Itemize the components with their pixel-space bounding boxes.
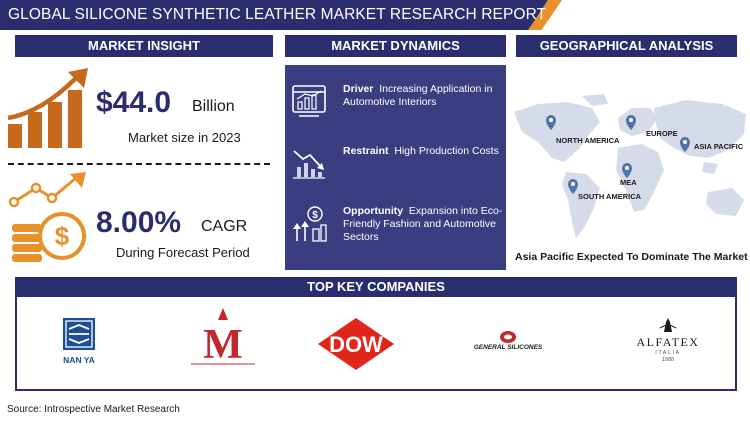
geo-caption: Asia Pacific Expected To Dominate The Ma… bbox=[515, 251, 748, 263]
world-map-pin-icon: NORTH AMERICA EUROPE ASIA PACIFIC MEA SO… bbox=[508, 92, 750, 244]
insight-divider bbox=[8, 163, 270, 165]
cagr-unit: CAGR bbox=[201, 218, 248, 235]
region-south-america: SOUTH AMERICA bbox=[578, 192, 642, 201]
top-companies-header: TOP KEY COMPANIES bbox=[15, 277, 737, 297]
market-size-value: $44.0 bbox=[96, 86, 172, 119]
logo-alfatex: ALFATEX ITALIA 1988 bbox=[628, 316, 708, 376]
market-dynamics-header: MARKET DYNAMICS bbox=[285, 35, 506, 57]
market-size-unit: Billion bbox=[192, 98, 235, 115]
opportunity-text: Expansion into Eco-Friendly Fashion and … bbox=[343, 205, 503, 243]
logo-alfatex-text: ALFATEX bbox=[636, 335, 700, 349]
logo-nan-ya: NAN YA bbox=[57, 316, 101, 374]
page-title: GLOBAL SILICONE SYNTHETIC LEATHER MARKET… bbox=[8, 6, 547, 23]
restraint-text: High Production Costs bbox=[394, 145, 499, 157]
logo-m: M bbox=[185, 306, 261, 368]
svg-text:$: $ bbox=[55, 221, 70, 251]
restraint-label: Restraint bbox=[343, 145, 389, 157]
source-note: Source: Introspective Market Research bbox=[7, 404, 180, 415]
logo-alfatex-year: 1988 bbox=[661, 357, 675, 363]
opportunity-label: Opportunity bbox=[343, 205, 404, 217]
cagr-value: 8.00% bbox=[96, 206, 182, 239]
logo-m-letter: M bbox=[203, 322, 243, 368]
logo-dow-text: DOW bbox=[329, 332, 383, 357]
logo-alfatex-sub: ITALIA bbox=[655, 350, 681, 356]
title-bar-background bbox=[0, 0, 548, 30]
title-bar: GLOBAL SILICONE SYNTHETIC LEATHER MARKET… bbox=[0, 0, 750, 30]
market-dynamics-panel: Driver Increasing Application in Automot… bbox=[285, 65, 506, 270]
region-europe: EUROPE bbox=[646, 129, 678, 138]
driver-label: Driver bbox=[343, 83, 374, 95]
growth-chart-icon bbox=[6, 66, 94, 150]
geographical-analysis-header: GEOGRAPHICAL ANALYSIS bbox=[516, 35, 737, 57]
declining-chart-icon bbox=[291, 145, 327, 181]
logo-nan-ya-text: NAN YA bbox=[63, 355, 95, 365]
logo-general-silicones: GENERAL SILICONES bbox=[472, 330, 544, 356]
region-asia-pacific: ASIA PACIFIC bbox=[694, 142, 744, 151]
logo-general-silicones-text: GENERAL SILICONES bbox=[473, 344, 543, 351]
chart-window-icon bbox=[291, 83, 327, 119]
dollar-coins-icon: $ bbox=[6, 172, 94, 264]
market-insight-header: MARKET INSIGHT bbox=[15, 35, 273, 57]
market-size-caption: Market size in 2023 bbox=[128, 130, 241, 145]
region-north-america: NORTH AMERICA bbox=[556, 136, 620, 145]
svg-text:$: $ bbox=[312, 210, 318, 221]
logo-dow: DOW bbox=[316, 316, 396, 372]
region-mea: MEA bbox=[620, 178, 637, 187]
driver-text: Increasing Application in Automotive Int… bbox=[343, 83, 493, 108]
cagr-caption: During Forecast Period bbox=[116, 245, 250, 260]
rising-bars-dollar-icon: $ bbox=[291, 205, 327, 242]
